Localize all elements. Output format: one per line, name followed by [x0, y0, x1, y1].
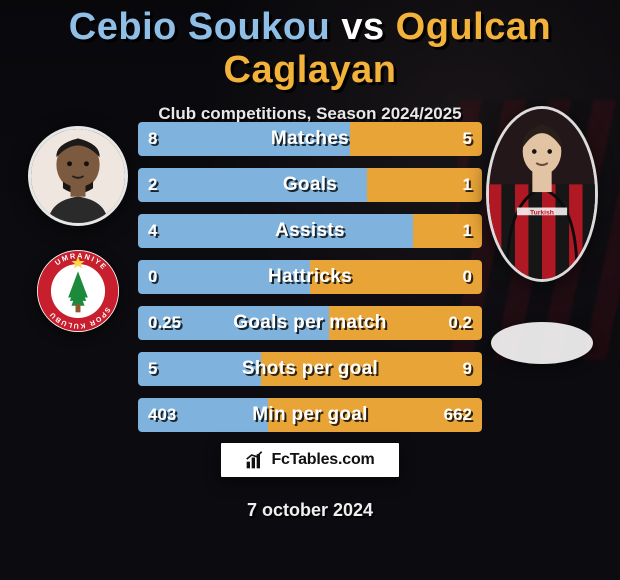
stat-bar-right [268, 398, 482, 432]
stat-row: 0.25Goals per match0.2 [138, 306, 482, 340]
stat-row: 4Assists1 [138, 214, 482, 248]
stat-bar-right [310, 260, 482, 294]
stat-row: 403Min per goal662 [138, 398, 482, 432]
title-vs: vs [341, 6, 384, 48]
stat-bar-left [138, 168, 367, 202]
stat-bar-right [413, 214, 482, 248]
stat-bar-left [138, 260, 310, 294]
right-col: Turkish [482, 112, 602, 364]
club-left-badge: UMRANIYE SPOR KULUBU [37, 250, 119, 332]
stat-bar-left [138, 214, 413, 248]
chart-icon [245, 450, 265, 470]
club-left-badge-svg: UMRANIYE SPOR KULUBU [37, 250, 119, 332]
stat-row: 5Shots per goal9 [138, 352, 482, 386]
player-right-avatar: Turkish [486, 106, 598, 282]
stat-bar-right [329, 306, 482, 340]
stat-row: 2Goals1 [138, 168, 482, 202]
svg-text:Turkish: Turkish [530, 209, 554, 216]
stat-bar-right [367, 168, 482, 202]
stat-bar-right [261, 352, 482, 386]
stat-bar-left [138, 398, 268, 432]
player-right-avatar-svg: Turkish [489, 109, 595, 279]
compare-area: UMRANIYE SPOR KULUBU 8Matches5 2Goals1 4As… [0, 112, 620, 432]
page-title: Cebio Soukou vs Ogulcan Caglayan [0, 6, 620, 92]
stats-column: 8Matches5 2Goals1 4Assists1 0Hattricks0 0.25… [138, 122, 482, 432]
footer-site-badge[interactable]: FcTables.com [220, 442, 400, 478]
player-left-avatar [28, 126, 128, 226]
player-left-avatar-svg [31, 129, 125, 223]
stat-bar-left [138, 306, 329, 340]
footer-site-text: FcTables.com [271, 451, 374, 469]
stat-row: 0Hattricks0 [138, 260, 482, 294]
footer-date: 7 october 2024 [0, 500, 620, 521]
stat-bar-right [350, 122, 482, 156]
content-root: Cebio Soukou vs Ogulcan Caglayan Club co… [0, 0, 620, 580]
left-col: UMRANIYE SPOR KULUBU [18, 112, 138, 332]
club-right-badge-blank [491, 322, 593, 364]
title-left-player: Cebio Soukou [69, 6, 330, 48]
stat-bar-left [138, 122, 350, 156]
stat-bar-left [138, 352, 261, 386]
stat-row: 8Matches5 [138, 122, 482, 156]
